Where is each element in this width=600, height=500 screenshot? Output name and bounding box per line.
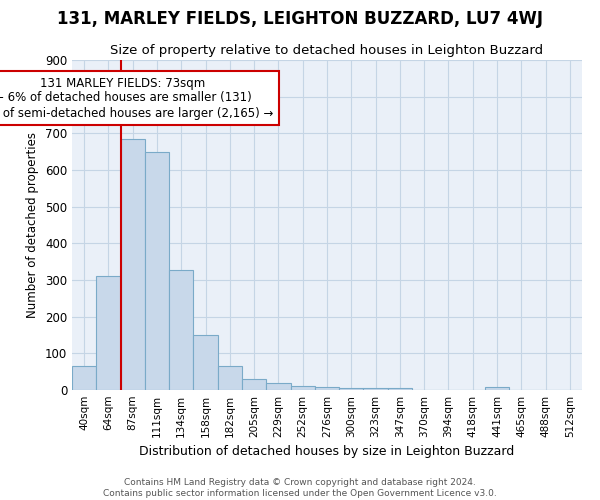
Bar bbox=[121, 139, 145, 390]
Title: Size of property relative to detached houses in Leighton Buzzard: Size of property relative to detached ho… bbox=[110, 44, 544, 58]
Bar bbox=[242, 379, 266, 390]
Bar bbox=[72, 366, 96, 390]
Text: 131 MARLEY FIELDS: 73sqm
← 6% of detached houses are smaller (131)
94% of semi-d: 131 MARLEY FIELDS: 73sqm ← 6% of detache… bbox=[0, 76, 273, 120]
Bar bbox=[290, 386, 315, 390]
Bar bbox=[169, 270, 193, 390]
Bar bbox=[315, 387, 339, 390]
Bar bbox=[339, 388, 364, 390]
Y-axis label: Number of detached properties: Number of detached properties bbox=[26, 132, 40, 318]
Bar bbox=[145, 152, 169, 390]
Bar bbox=[96, 276, 121, 390]
Bar bbox=[364, 388, 388, 390]
Text: 131, MARLEY FIELDS, LEIGHTON BUZZARD, LU7 4WJ: 131, MARLEY FIELDS, LEIGHTON BUZZARD, LU… bbox=[57, 10, 543, 28]
Bar bbox=[218, 366, 242, 390]
Bar bbox=[193, 335, 218, 390]
X-axis label: Distribution of detached houses by size in Leighton Buzzard: Distribution of detached houses by size … bbox=[139, 446, 515, 458]
Bar bbox=[485, 387, 509, 390]
Bar bbox=[388, 388, 412, 390]
Bar bbox=[266, 384, 290, 390]
Text: Contains HM Land Registry data © Crown copyright and database right 2024.
Contai: Contains HM Land Registry data © Crown c… bbox=[103, 478, 497, 498]
